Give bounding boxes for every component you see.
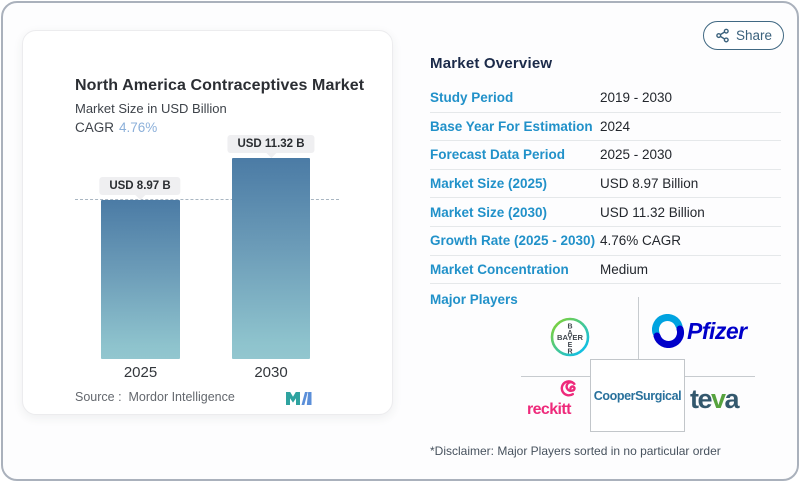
- row-label: Study Period: [430, 90, 514, 106]
- row-value: USD 8.97 Billion: [600, 176, 699, 192]
- chart-title: North America Contraceptives Market: [75, 77, 365, 94]
- table-row: Study Period 2019 - 2030: [430, 84, 781, 113]
- chart-cagr-line: CAGR 4.76%: [75, 120, 157, 135]
- players-disclaimer: *Disclaimer: Major Players sorted in no …: [430, 444, 721, 458]
- source-line: Source : Mordor Intelligence: [75, 390, 235, 404]
- row-label: Market Size (2025): [430, 176, 548, 192]
- mordor-intelligence-logo-icon: [286, 392, 312, 405]
- table-row: Base Year For Estimation 2024: [430, 113, 781, 142]
- market-chart-card: North America Contraceptives Market Mark…: [22, 30, 393, 415]
- source-value: Mordor Intelligence: [128, 390, 235, 404]
- reference-dashed-line: [75, 199, 339, 200]
- coopersurgical-wordmark: CooperSurgical: [593, 388, 682, 403]
- table-row: Growth Rate (2025 - 2030) 4.76% CAGR: [430, 227, 781, 256]
- bar-chart-plot: USD 8.97 B USD 11.32 B: [23, 83, 392, 359]
- bar-2025[interactable]: [101, 200, 180, 359]
- pfizer-swoosh-icon: [652, 314, 684, 348]
- row-label: Market Size (2030): [430, 204, 548, 220]
- svg-text:B: B: [567, 324, 572, 331]
- chart-subtitle: Market Size in USD Billion: [75, 101, 227, 116]
- reckitt-logo: reckitt: [527, 379, 589, 419]
- svg-text:A: A: [567, 330, 572, 337]
- cagr-value: 4.76%: [119, 120, 158, 135]
- pfizer-wordmark: Pfizer: [687, 317, 747, 344]
- row-label: Market Concentration: [430, 261, 569, 277]
- table-row: Market Size (2030) USD 11.32 Billion: [430, 198, 781, 227]
- table-row: Market Size (2025) USD 8.97 Billion: [430, 170, 781, 199]
- coopersurgical-logo: CooperSurgical: [590, 359, 685, 432]
- row-value: Medium: [600, 261, 649, 277]
- share-button[interactable]: Share: [703, 21, 784, 50]
- table-row: Forecast Data Period 2025 - 2030: [430, 141, 781, 170]
- svg-text:E: E: [568, 342, 573, 349]
- svg-text:BAYER: BAYER: [557, 333, 583, 342]
- players-vertical-divider: [638, 297, 639, 376]
- teva-logo: teva: [690, 384, 740, 414]
- teva-green-v: v: [711, 384, 726, 414]
- reckitt-wordmark: reckitt: [527, 401, 571, 418]
- major-players-label: Major Players: [430, 292, 518, 307]
- row-label: Forecast Data Period: [430, 147, 566, 163]
- row-value: 2025 - 2030: [600, 147, 673, 163]
- row-value: 2024: [600, 118, 631, 134]
- row-label: Base Year For Estimation: [430, 118, 593, 134]
- overview-table: Study Period 2019 - 2030 Base Year For Es…: [430, 84, 781, 285]
- row-value: USD 11.32 Billion: [600, 204, 705, 220]
- share-icon: [716, 28, 729, 43]
- share-label: Share: [735, 28, 773, 43]
- cagr-label: CAGR: [75, 120, 115, 135]
- bayer-logo: BAYER B A E R: [550, 317, 590, 357]
- x-axis-label-2030: 2030: [254, 364, 288, 381]
- source-label: Source :: [75, 390, 122, 404]
- x-axis-label-2025: 2025: [123, 364, 158, 381]
- bar-value-label-2030: USD 11.32 B: [227, 134, 315, 153]
- row-value: 4.76% CAGR: [600, 233, 682, 249]
- svg-text:R: R: [567, 349, 572, 356]
- row-value: 2019 - 2030: [600, 90, 673, 106]
- pfizer-logo: Pfizer: [652, 314, 747, 348]
- reckitt-spiral-icon: [560, 380, 576, 397]
- overview-heading: Market Overview: [430, 55, 553, 72]
- bar-value-label-2025: USD 8.97 B: [99, 176, 181, 195]
- row-label: Growth Rate (2025 - 2030): [430, 233, 596, 249]
- table-row: Market Concentration Medium: [430, 256, 781, 285]
- bar-2030[interactable]: [232, 158, 310, 359]
